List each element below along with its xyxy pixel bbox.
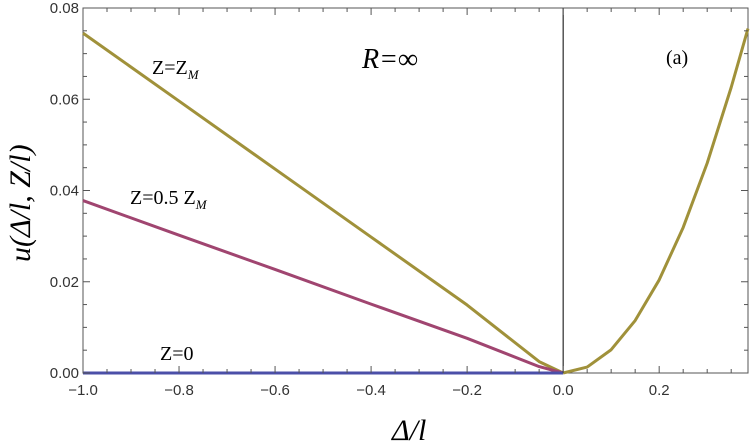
series-line-0: [82, 31, 564, 375]
y-tick-label: 0.08: [50, 0, 79, 17]
z-max-subscript: M: [187, 67, 200, 82]
r-infinity-annotation: R=∞: [361, 44, 418, 75]
z-half-annotation: Z=0.5 ZM: [130, 187, 208, 212]
y-tick-label: 0.06: [50, 91, 79, 108]
y-axis-title: u(Δ/l, Z/l): [4, 144, 37, 262]
x-tick-label: 0.2: [649, 382, 670, 399]
y-tick-label: 0.04: [50, 183, 79, 200]
z-max-text: Z=Z: [152, 57, 188, 79]
panel-label: (a): [666, 47, 688, 69]
z-half-subscript: M: [195, 197, 208, 212]
x-tick-label: −1.0: [68, 382, 98, 399]
x-tick-label: 0.0: [553, 382, 574, 399]
x-tick-label: −0.4: [356, 382, 386, 399]
ticks-layer: −1.0 −0.8 −0.6 −0.4 −0.2 0.0 0.2 0.00 0.02 0.04 0.…: [50, 0, 748, 399]
z-max-annotation: Z=ZM: [152, 57, 200, 82]
y-tick-label: 0.00: [50, 365, 79, 382]
x-axis-title: Δ/l: [391, 414, 426, 447]
series-line-1: [82, 199, 564, 375]
x-tick-label: −0.8: [164, 382, 194, 399]
x-tick-label: −0.2: [452, 382, 482, 399]
z-zero-annotation: Z=0: [160, 343, 194, 365]
z-half-text: Z=0.5 Z: [130, 187, 196, 209]
y-tick-label: 0.02: [50, 274, 79, 291]
series-line-3: [562, 28, 750, 375]
x-tick-label: −0.6: [260, 382, 290, 399]
